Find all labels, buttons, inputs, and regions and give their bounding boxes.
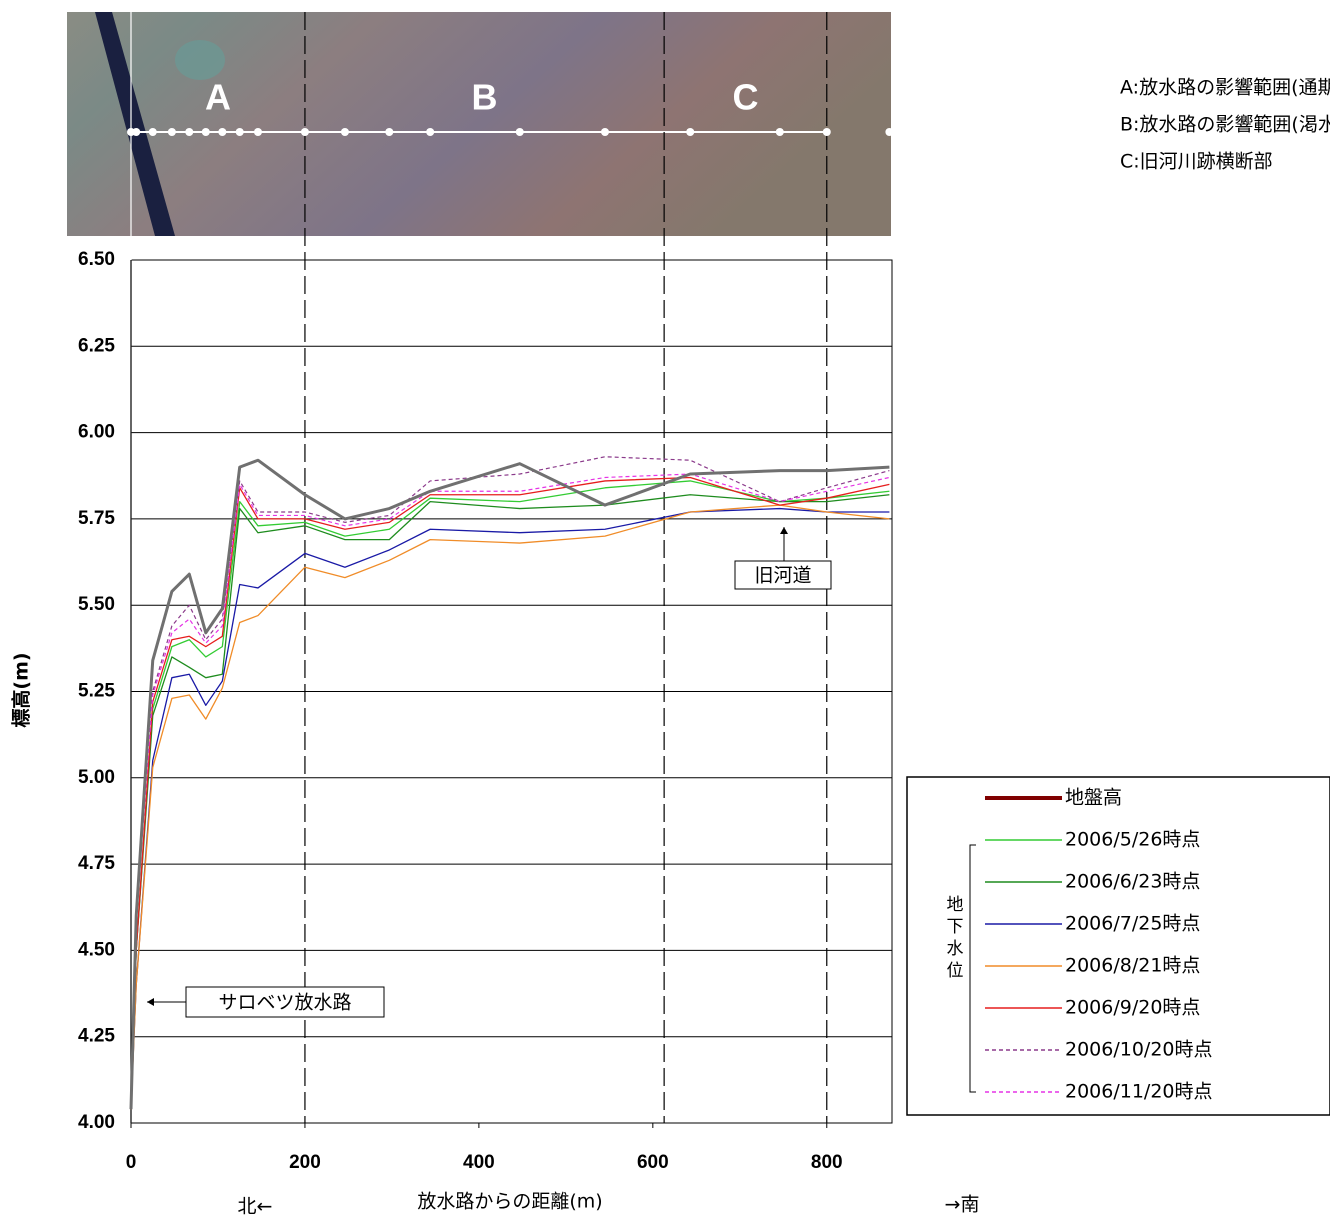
y-tick-label: 4.50 <box>78 939 115 960</box>
legend-label: 2006/11/20時点 <box>1065 1081 1213 1103</box>
annotation: サロベツ放水路 <box>218 992 351 1014</box>
zone-label: C <box>732 77 758 118</box>
legend-group-label: 下 <box>947 917 964 937</box>
photo-point <box>775 128 784 136</box>
y-axis-label: 標高(m) <box>10 652 33 727</box>
photo-point <box>340 128 349 136</box>
x-tick-label: 600 <box>637 1152 669 1173</box>
legend-label: 地盤高 <box>1065 787 1122 809</box>
zone-label: B <box>472 77 498 118</box>
legend-label: 2006/6/23時点 <box>1065 871 1200 893</box>
photo-point <box>600 128 609 136</box>
note: C:旧河川跡横断部 <box>1120 151 1273 173</box>
y-tick-label: 6.50 <box>78 249 115 270</box>
legend-group-label: 位 <box>947 961 964 981</box>
legend-label: 2006/5/26時点 <box>1065 829 1200 851</box>
note: A:放水路の影響範囲(通期) <box>1120 77 1330 99</box>
annotation-arrowhead <box>780 527 788 534</box>
south-label: →南 <box>945 1194 980 1216</box>
x-tick-label: 400 <box>463 1152 495 1173</box>
photo-point <box>426 128 435 136</box>
photo-point <box>385 128 394 136</box>
y-tick-label: 6.25 <box>78 335 115 356</box>
series-line <box>130 476 890 1106</box>
series-line <box>129 458 890 1110</box>
legend-bracket <box>969 844 976 1093</box>
photo-point <box>235 128 244 136</box>
series-line <box>130 494 890 1106</box>
legend-label: 2006/10/20時点 <box>1065 1039 1213 1061</box>
series-line <box>130 480 890 1106</box>
annotation-arrowhead <box>147 998 154 1006</box>
zone-label: A <box>205 77 231 118</box>
photo-point <box>218 128 227 136</box>
legend-label: 2006/9/20時点 <box>1065 997 1200 1019</box>
photo-point <box>885 128 894 136</box>
series-line <box>130 504 890 1110</box>
note: B:放水路の影響範囲(渇水期のみ) <box>1120 114 1330 136</box>
legend-group-label: 地 <box>947 895 964 915</box>
photo-point <box>822 128 831 136</box>
photo-feature <box>175 40 225 80</box>
photo-point <box>686 128 695 136</box>
photo-point <box>201 128 210 136</box>
x-tick-label: 800 <box>811 1152 843 1173</box>
y-tick-label: 5.25 <box>78 681 115 702</box>
photo-point <box>148 128 157 136</box>
annotation-box <box>734 560 832 590</box>
x-axis-label: 放水路からの距離(m) <box>417 1191 602 1213</box>
y-tick-label: 4.75 <box>78 853 115 874</box>
photo-point <box>132 128 141 136</box>
photo-channel <box>95 12 175 236</box>
north-label: 北← <box>238 1196 273 1218</box>
legend-group-label: 水 <box>947 939 964 959</box>
y-tick-label: 4.00 <box>78 1112 115 1133</box>
legend-box <box>906 776 1330 1116</box>
x-tick-label: 200 <box>289 1152 321 1173</box>
annotation: 旧河道 <box>754 565 811 587</box>
photo-point <box>253 128 262 136</box>
annotation-box <box>185 986 385 1018</box>
photo-point <box>515 128 524 136</box>
series-line <box>130 456 890 1103</box>
y-tick-label: 5.00 <box>78 767 115 788</box>
legend-label: 2006/8/21時点 <box>1065 955 1200 977</box>
legend-label: 2006/7/25時点 <box>1065 913 1200 935</box>
photo-point <box>300 128 309 136</box>
x-tick-label: 0 <box>126 1152 137 1173</box>
y-tick-label: 4.25 <box>78 1026 115 1047</box>
y-tick-label: 5.50 <box>78 594 115 615</box>
photo-point <box>167 128 176 136</box>
y-tick-label: 6.00 <box>78 422 115 443</box>
photo-point <box>185 128 194 136</box>
y-tick-label: 5.75 <box>78 508 115 529</box>
